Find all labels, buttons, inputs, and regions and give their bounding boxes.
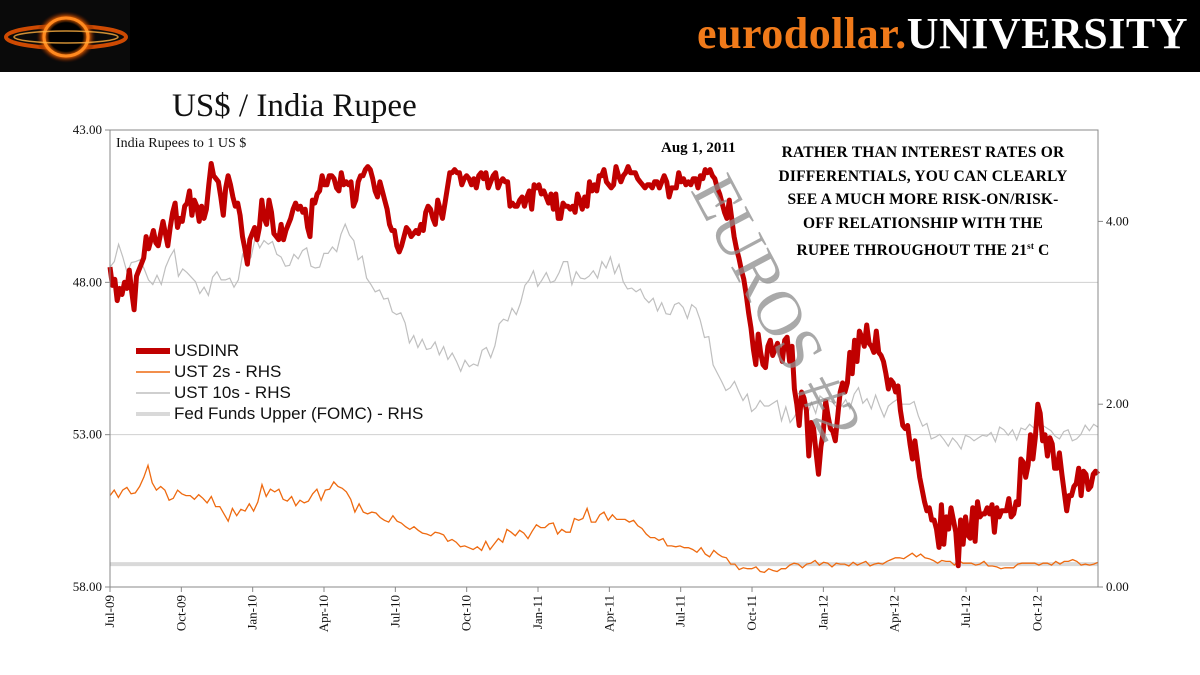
x-tick-label: Jul-10 xyxy=(387,595,402,628)
annotation-note-line: RATHER THAN INTEREST RATES OR xyxy=(781,144,1065,161)
legend-label-ust2s: UST 2s - RHS xyxy=(174,361,282,381)
annotation-note-suffix: C xyxy=(1034,242,1050,260)
legend-swatch-fedfunds xyxy=(136,411,170,416)
chart-title: US$ / India Rupee xyxy=(172,88,417,124)
series-ust2s-line xyxy=(109,463,1099,574)
left-tick-label: 53.00 xyxy=(73,427,102,442)
left-axis: 43.00 48.00 53.00 58.00 xyxy=(73,122,110,594)
annotation-note-line: SEE A MUCH MORE RISK-ON/RISK- xyxy=(787,191,1059,208)
x-tick-label: Oct-10 xyxy=(459,595,474,631)
x-tick-label: Jul-11 xyxy=(673,595,688,627)
x-tick-label: Apr-12 xyxy=(887,595,902,632)
right-tick-label: 0.00 xyxy=(1106,579,1129,594)
x-tick-label: Oct-11 xyxy=(744,595,759,631)
brand-wordmark: eurodollar.UNIVERSITY xyxy=(697,8,1188,60)
legend-label-fedfunds: Fed Funds Upper (FOMC) - RHS xyxy=(174,403,424,423)
x-axis: Jul-09 Oct-09 Jan-10 Apr-10 Jul-10 Oct-10 Jan-… xyxy=(102,587,1044,632)
brand-part-university: UNIVERSITY xyxy=(906,9,1188,58)
legend-item-usdinr: USDINR xyxy=(136,340,423,361)
annotation-date: Aug 1, 2011 xyxy=(661,140,736,156)
right-axis: 0.00 2.00 4.00 xyxy=(1098,213,1129,594)
legend-item-fedfunds: Fed Funds Upper (FOMC) - RHS xyxy=(136,403,423,424)
x-tick-label: Oct-12 xyxy=(1029,595,1044,631)
plot-frame xyxy=(109,129,1099,588)
x-tick-label: Jul-09 xyxy=(102,595,117,628)
grid-lines xyxy=(110,281,1098,436)
annotation-note-line: DIFFERENTIALS, YOU CAN CLEARLY xyxy=(778,167,1068,185)
x-tick-label: Oct-09 xyxy=(173,595,188,631)
x-tick-label: Jan-12 xyxy=(815,595,830,630)
annotation-note: RATHER THAN INTEREST RATES OR DIFFERENTI… xyxy=(738,141,1108,263)
x-tick-label: Apr-10 xyxy=(316,595,331,632)
left-tick-label: 58.00 xyxy=(73,579,102,594)
right-tick-label: 2.00 xyxy=(1106,396,1129,411)
legend-swatch-ust2s xyxy=(136,370,170,373)
left-tick-label: 48.00 xyxy=(73,274,102,289)
x-tick-label: Apr-11 xyxy=(601,595,616,632)
annotation-note-sup: st xyxy=(1027,241,1035,251)
legend-item-ust10s: UST 10s - RHS xyxy=(136,382,423,403)
brand-part-eurodollar: eurodollar. xyxy=(697,9,907,58)
right-tick-label: 4.00 xyxy=(1106,213,1129,228)
chart-subtitle: India Rupees to 1 US $ xyxy=(116,136,246,151)
x-tick-label: Jul-12 xyxy=(958,595,973,628)
annotation-note-line: RUPEE THROUGHOUT THE 21st C xyxy=(738,235,1108,263)
logo xyxy=(0,0,130,72)
left-tick-label: 43.00 xyxy=(73,122,102,137)
legend-label-ust10s: UST 10s - RHS xyxy=(174,382,291,402)
x-tick-label: Jan-11 xyxy=(530,595,545,629)
series-ust10s-line xyxy=(109,222,1099,451)
annotation-note-line-5: RUPEE THROUGHOUT THE 21 xyxy=(796,242,1028,260)
x-tick-label: Jan-10 xyxy=(245,595,260,630)
legend: USDINR UST 2s - RHS UST 10s - RHS Fed Fu… xyxy=(136,340,423,424)
header-bar: eurodollar.UNIVERSITY xyxy=(0,0,1200,72)
legend-item-ust2s: UST 2s - RHS xyxy=(136,361,423,382)
legend-label-usdinr: USDINR xyxy=(174,340,240,360)
annotation-note-line: OFF RELATIONSHIP WITH THE xyxy=(803,214,1043,232)
series-layer xyxy=(107,161,1100,574)
series-usdinr-line xyxy=(107,161,1100,569)
legend-swatch-usdinr xyxy=(136,347,170,354)
legend-swatch-ust10s xyxy=(136,391,170,394)
